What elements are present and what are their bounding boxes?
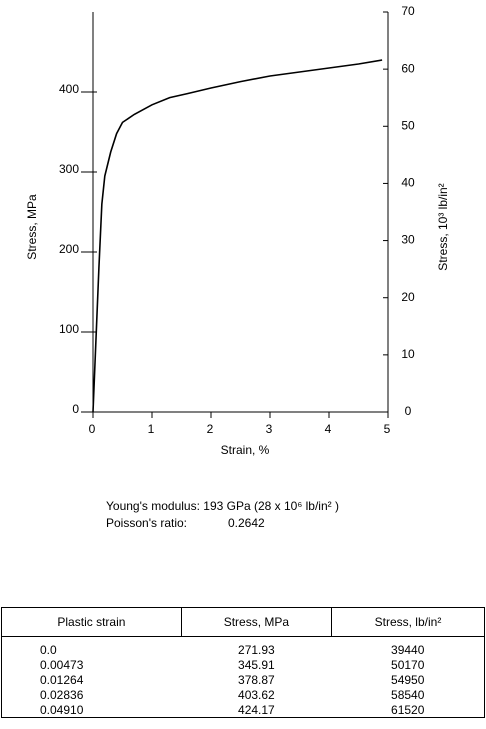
table-row: 0.04910 424.17 61520 <box>2 702 485 718</box>
poisson-value: 0.2642 <box>228 516 265 530</box>
modulus-label: Young's modulus: <box>106 499 200 513</box>
table-cell: 0.02836 <box>40 687 84 702</box>
table-cell: 345.91 <box>238 657 275 672</box>
table-cell: 39440 <box>391 642 425 657</box>
y-tick-label: 0 <box>72 402 79 416</box>
y2-tick-label: 60 <box>401 61 415 75</box>
header-cell: Plastic strain <box>1 607 182 637</box>
header-cell: Stress, MPa <box>180 607 332 637</box>
y-tick-label: 300 <box>59 162 79 176</box>
y2-tick-label: 20 <box>401 290 415 304</box>
table-cell: 54950 <box>391 672 425 687</box>
table-cell: 0.04910 <box>40 702 84 717</box>
table-cell: 378.87 <box>238 672 275 687</box>
table-row: 0.02836 403.62 58540 <box>2 687 485 702</box>
x-tick-label: 4 <box>325 422 332 436</box>
data-table: Plastic strain Stress, MPa Stress, lb/in² … <box>1 607 486 718</box>
table-body: 0.0 271.93 39440 0.00473 345.91 50170 0.01264 3… <box>1 636 485 718</box>
y2-axis-label: Stress, 10³ lb/in² <box>436 183 450 270</box>
stress-curve <box>92 59 383 413</box>
header-row: Plastic strain Stress, MPa Stress, lb/in² <box>1 607 486 637</box>
y2-tick-label: 70 <box>401 4 415 18</box>
table-cell: 50170 <box>391 657 425 672</box>
y-tick-label: 100 <box>59 322 79 336</box>
y-tick-label: 400 <box>59 82 79 96</box>
x-tick-label: 2 <box>207 422 214 436</box>
table-cell: 0.0 <box>40 642 57 657</box>
chart: Stress, MPa Strain, % Stress, 10³ lb/in²… <box>25 4 450 457</box>
modulus-value: 193 GPa (28 x 10⁶ lb/in² ) <box>203 499 339 513</box>
table-cell: 0.01264 <box>40 672 84 687</box>
y2-tick-label: 10 <box>401 347 415 361</box>
table-cell: 424.17 <box>238 702 275 717</box>
poisson-label: Poisson's ratio: <box>106 516 187 530</box>
x-axis-label: Strain, % <box>221 443 270 457</box>
x-tick-label: 5 <box>384 422 391 436</box>
table-cell: 403.62 <box>238 687 275 702</box>
header-cell: Stress, lb/in² <box>330 607 486 637</box>
x-tick-label: 3 <box>266 422 273 436</box>
y2-tick-label: 30 <box>401 233 415 247</box>
table-cell: 58540 <box>391 687 425 702</box>
y-tick-label: 200 <box>59 242 79 256</box>
table-cell: 0.00473 <box>40 657 84 672</box>
y-axis-label: Stress, MPa <box>25 194 39 260</box>
y2-tick-label: 0 <box>405 404 412 418</box>
table-cell: 271.93 <box>238 642 275 657</box>
properties: Young's modulus: 193 GPa (28 x 10⁶ lb/in… <box>106 498 339 532</box>
table-row: 0.0 271.93 39440 <box>2 637 485 658</box>
table-row: 0.01264 378.87 54950 <box>2 672 485 687</box>
x-tick-label: 0 <box>89 422 96 436</box>
y2-tick-label: 40 <box>401 176 415 190</box>
x-tick-label: 1 <box>148 422 155 436</box>
table-cell: 61520 <box>391 702 425 717</box>
table-row: 0.00473 345.91 50170 <box>2 657 485 672</box>
y2-tick-label: 50 <box>401 118 415 132</box>
